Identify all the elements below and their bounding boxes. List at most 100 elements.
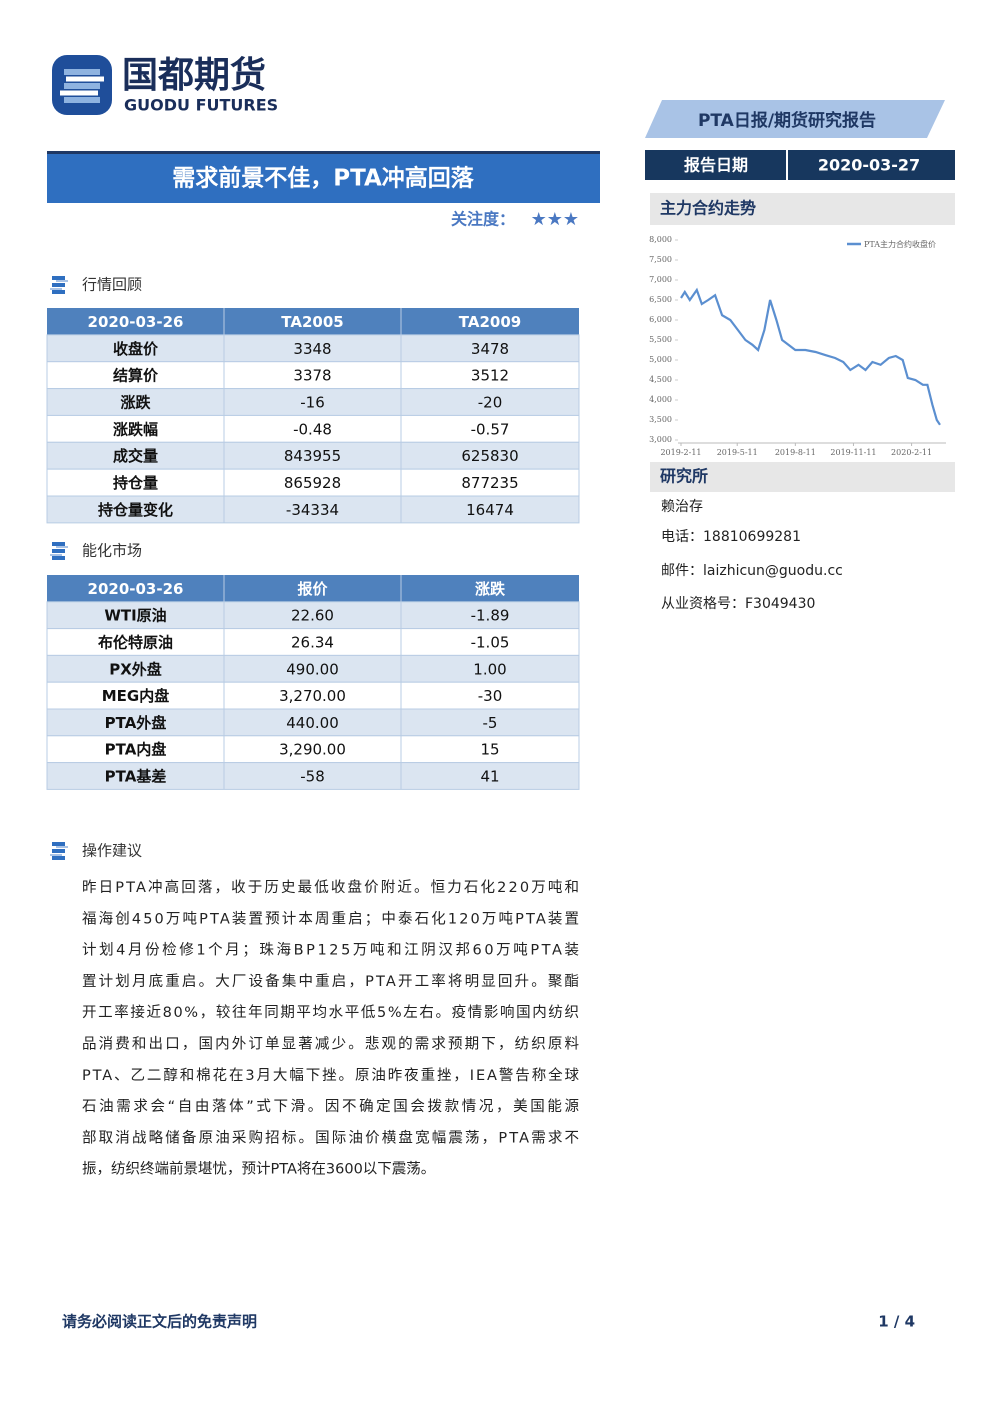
y-tick-label: 3,000 xyxy=(649,435,672,444)
paragraph-line: 置计划月底重启。大厂设备集中重启，PTA开工率将明显回升。聚酯 xyxy=(82,973,579,990)
section-heading: 行情回顾 xyxy=(82,276,142,294)
attention-stars: ★★★ xyxy=(531,209,579,230)
table-cell: 26.34 xyxy=(291,634,334,652)
y-tick-label: 7,500 xyxy=(649,255,672,264)
table-cell: 41 xyxy=(480,768,499,786)
table-row xyxy=(46,735,580,764)
table-cell: 625830 xyxy=(461,447,518,465)
table-cell: 3478 xyxy=(471,340,509,358)
logo-stripes xyxy=(64,69,100,103)
table-cell: 3348 xyxy=(293,340,331,358)
report-title: 需求前景不佳，PTA冲高回落 xyxy=(172,165,475,192)
header-cell: 2020-03-26 xyxy=(88,313,184,331)
series-line xyxy=(680,287,941,426)
date-label: 报告日期 xyxy=(684,156,748,175)
y-tick-label: 4,000 xyxy=(649,395,672,404)
title-rule xyxy=(47,151,600,154)
x-tick-label: 2019-5-11 xyxy=(717,448,758,457)
y-tick-label: 5,500 xyxy=(649,335,672,344)
section-heading: 操作建议 xyxy=(82,842,142,860)
table-cell: -1.89 xyxy=(471,607,510,625)
table-cell: -16 xyxy=(300,394,325,412)
table-cell: 22.60 xyxy=(291,607,334,625)
y-tick-label: 7,000 xyxy=(649,275,672,284)
table-cell: 16474 xyxy=(466,501,514,519)
x-tick-label: 2019-11-11 xyxy=(830,448,876,457)
table-cell: -0.57 xyxy=(471,420,510,438)
report-type: PTA日报/期货研究报告 xyxy=(698,110,876,131)
table-cell: 涨跌幅 xyxy=(113,420,158,438)
table-cell: -34334 xyxy=(286,501,339,519)
date-bar xyxy=(645,150,955,180)
table-row xyxy=(46,414,580,443)
y-tick-label: 3,500 xyxy=(649,415,672,424)
paragraph-line: 石油需求会“自由落体”式下滑。因不确定国会拨款情况，美国能源 xyxy=(82,1098,580,1115)
table-cell: PTA基差 xyxy=(105,768,167,786)
logo-subtext: GUODU FUTURES xyxy=(124,96,278,115)
table-cell: -58 xyxy=(300,768,325,786)
table-cell: 3,290.00 xyxy=(279,741,346,759)
table-cell: 布伦特原油 xyxy=(98,634,173,652)
table-row xyxy=(46,388,580,416)
section-icon xyxy=(50,842,68,860)
institute-heading: 研究所 xyxy=(660,467,708,486)
legend-label: PTA主力合约收盘价 xyxy=(864,239,936,249)
table-row xyxy=(46,495,580,524)
attention-label: 关注度： xyxy=(451,210,515,229)
y-tick-label: 8,000 xyxy=(649,235,672,244)
x-tick-label: 2019-8-11 xyxy=(775,448,816,457)
table-header xyxy=(47,308,579,335)
logo-stripes xyxy=(60,76,104,96)
header-cell: TA2005 xyxy=(281,313,343,331)
table-cell: PX外盘 xyxy=(109,660,162,678)
paragraph-line: 品消费和出口，国内外订单显著减少。悲观的需求预期下，纺织原料 xyxy=(82,1036,579,1053)
table-cell: 成交量 xyxy=(113,447,158,465)
x-tick-label: 2019-2-11 xyxy=(660,448,701,457)
table-row xyxy=(46,468,580,497)
table-cell: 865928 xyxy=(284,474,341,492)
table-cell: -0.48 xyxy=(293,420,332,438)
table-cell: 3378 xyxy=(293,367,331,385)
table-cell: 持仓量 xyxy=(113,474,158,492)
page-number: 1 / 4 xyxy=(878,1313,915,1331)
table-row xyxy=(46,708,580,737)
section-icon xyxy=(50,276,68,294)
table-header xyxy=(47,575,579,602)
report-date: 2020-03-27 xyxy=(818,156,920,175)
phone: 电话：18810699281 xyxy=(661,529,801,545)
report-banner xyxy=(645,100,945,138)
table-row xyxy=(46,762,580,790)
paragraph-line: PTA、乙二醇和棉花在3月大幅下挫。原油昨夜重挫，IEA警告称全球 xyxy=(82,1066,580,1084)
table-cell: -20 xyxy=(478,394,503,412)
email: 邮件：laizhicun@guodu.cc xyxy=(661,563,843,579)
header-cell: 2020-03-26 xyxy=(88,580,184,598)
table-cell: PTA内盘 xyxy=(105,741,167,759)
paragraph-line: 开工率接近80%，较往年同期平均水平低5%左右。疫情影响国内纺织 xyxy=(82,1003,579,1021)
table-cell: -1.05 xyxy=(471,634,510,652)
table-cell: 440.00 xyxy=(286,714,339,732)
table-row xyxy=(46,361,580,390)
license: 从业资格号：F3049430 xyxy=(661,596,815,612)
table-cell: 15 xyxy=(480,741,499,759)
disclaimer: 请务必阅读正文后的免责声明 xyxy=(62,1313,257,1331)
table-cell: -5 xyxy=(483,714,498,732)
table-cell: -30 xyxy=(478,687,503,705)
paragraph-line: 计划4月份检修1个月；珠海BP125万吨和江阴汉邦60万吨PTA装 xyxy=(82,942,579,959)
y-tick-label: 6,500 xyxy=(649,295,672,304)
paragraph-line: 昨日PTA冲高回落，收于历史最低收盘价附近。恒力石化220万吨和 xyxy=(82,878,579,896)
table-cell: 持仓量变化 xyxy=(98,501,173,519)
table-cell: MEG内盘 xyxy=(102,687,170,705)
section-heading: 能化市场 xyxy=(82,542,142,560)
title-bar xyxy=(47,154,600,203)
y-tick-label: 6,000 xyxy=(649,315,672,324)
section-icon xyxy=(50,542,68,560)
paragraph-line: 福海创450万吨PTA装置预计本周重启；中泰石化120万吨PTA装置 xyxy=(82,910,579,927)
section-header xyxy=(650,193,955,225)
table-cell: 涨跌 xyxy=(120,394,151,412)
header-cell: 涨跌 xyxy=(475,580,506,598)
table-cell: 收盘价 xyxy=(113,340,159,358)
y-tick-label: 5,000 xyxy=(649,355,672,364)
header-cell: 报价 xyxy=(297,580,328,598)
